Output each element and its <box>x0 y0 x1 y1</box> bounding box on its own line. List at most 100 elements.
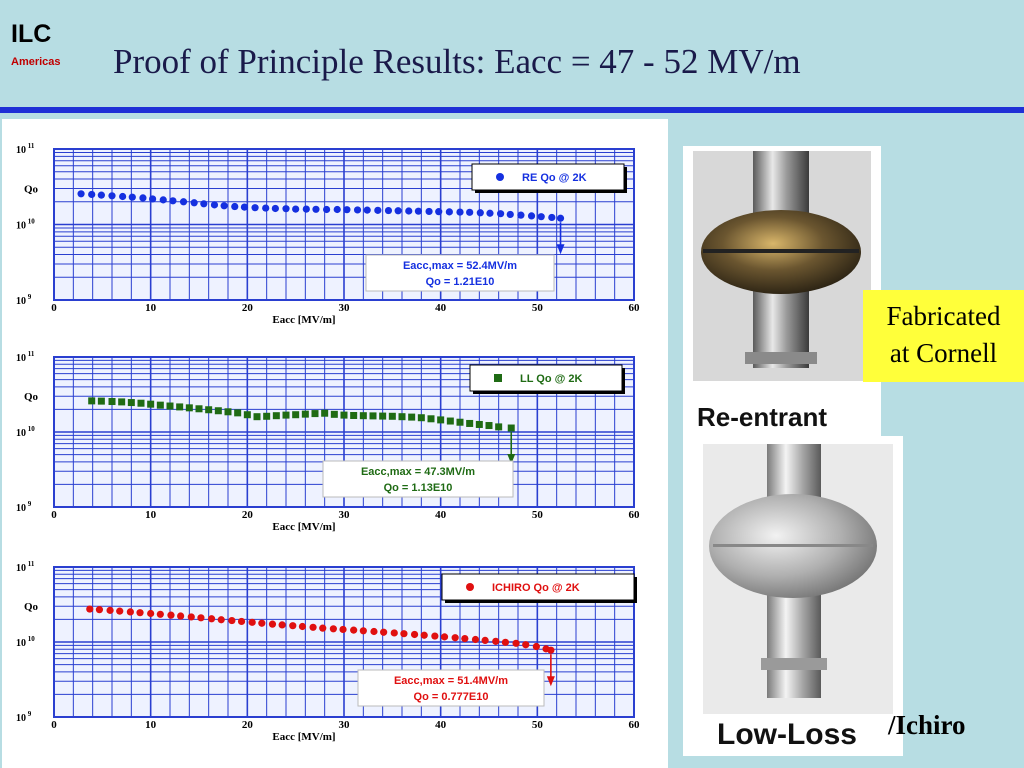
data-point <box>323 205 331 214</box>
data-point <box>370 627 378 636</box>
x-tick-label: 50 <box>532 509 544 521</box>
x-tick-label: 20 <box>242 719 254 731</box>
data-point <box>187 613 195 621</box>
annotation-box <box>365 254 555 292</box>
re-entrant-photo: Re-entrant <box>683 146 881 436</box>
x-axis-label: Eacc [MV/m] <box>272 731 335 743</box>
plot-frame <box>53 566 635 718</box>
data-point <box>167 611 175 619</box>
y-axis-label: Qo <box>24 601 39 613</box>
x-tick-label: 0 <box>51 302 57 314</box>
data-point <box>118 398 126 406</box>
data-point <box>127 399 135 407</box>
x-tick-label: 50 <box>532 719 544 731</box>
data-point <box>220 202 228 210</box>
data-point <box>289 622 297 630</box>
y-tick-exponent: 9 <box>26 293 32 301</box>
data-point <box>440 633 449 641</box>
data-point <box>128 193 136 201</box>
data-point <box>456 208 464 216</box>
data-point <box>388 412 396 420</box>
y-tick-label: 10 10 <box>16 218 35 232</box>
data-point <box>476 209 484 217</box>
data-point <box>532 642 540 651</box>
data-point <box>461 635 469 643</box>
data-point <box>147 609 155 618</box>
data-point <box>548 213 556 222</box>
annotation-box <box>322 460 514 498</box>
data-point <box>379 412 387 420</box>
data-point <box>200 200 208 208</box>
data-point <box>88 397 96 405</box>
data-point <box>309 623 317 631</box>
data-point <box>481 636 489 645</box>
re-entrant-label: Re-entrant <box>697 402 828 432</box>
legend-label: LL Qo @ 2K <box>520 373 583 385</box>
x-tick-label: 20 <box>242 509 254 521</box>
annotation-box <box>357 669 545 707</box>
data-point <box>185 404 193 412</box>
data-point <box>471 635 480 644</box>
data-point <box>359 412 367 420</box>
data-point <box>224 408 232 416</box>
data-point <box>258 619 266 627</box>
annotation-line-2: Qo = 1.13E10 <box>384 482 453 494</box>
data-point <box>343 206 351 214</box>
data-point <box>278 621 286 629</box>
chart-panel: 0 10 20 30 40 50 60 Eacc [MV/m] 10 11 10 10 10 9 Qo… <box>2 119 668 768</box>
data-point <box>427 415 435 423</box>
data-point <box>136 609 144 617</box>
x-tick-label: 40 <box>435 302 447 314</box>
data-point <box>394 207 402 215</box>
data-point <box>446 417 454 425</box>
legend-marker <box>494 374 502 382</box>
x-tick-label: 60 <box>629 719 641 731</box>
re-entrant-cavity-image <box>683 146 881 436</box>
data-point <box>537 213 545 221</box>
data-point <box>435 208 443 216</box>
y-tick-label: 10 11 <box>16 350 35 364</box>
slide-header: ILC Americas Proof of Principle Results:… <box>0 0 1024 108</box>
annotation-line-1: Eacc,max = 52.4MV/m <box>403 260 517 272</box>
data-point <box>262 204 270 212</box>
data-point <box>176 403 184 411</box>
fabricated-line-1: Fabricated <box>886 301 1001 331</box>
data-point <box>312 205 320 213</box>
y-axis-label: Qo <box>24 391 39 403</box>
data-point <box>497 210 505 218</box>
data-point <box>400 630 408 638</box>
data-point <box>156 610 164 618</box>
data-point <box>456 418 464 426</box>
data-point <box>390 629 398 637</box>
data-point <box>271 204 279 213</box>
data-point <box>177 612 185 620</box>
header-divider <box>0 107 1024 113</box>
fabricated-line-2: at Cornell <box>889 338 998 368</box>
y-tick-label: 10 9 <box>16 293 32 307</box>
data-point <box>137 399 145 407</box>
data-point <box>159 196 167 204</box>
data-point <box>437 416 445 424</box>
data-point <box>350 626 358 634</box>
x-tick-label: 0 <box>51 509 57 521</box>
data-point <box>363 206 371 214</box>
fabricated-note: Fabricated at Cornell <box>863 290 1024 382</box>
data-point <box>353 206 362 214</box>
ichiro-label: /Ichiro <box>888 710 966 740</box>
max-arrow-head <box>546 676 555 687</box>
data-point <box>166 402 174 410</box>
y-tick-label: 10 11 <box>16 560 35 574</box>
data-point <box>147 400 155 408</box>
data-point <box>501 638 510 646</box>
max-arrow-head <box>556 244 565 255</box>
x-axis-label: Eacc [MV/m] <box>272 521 335 533</box>
data-point <box>214 407 222 415</box>
y-tick-exponent: 11 <box>26 350 35 358</box>
legend-marker <box>496 173 504 181</box>
plot-frame <box>53 356 635 508</box>
data-point <box>333 205 341 214</box>
y-tick-exponent: 9 <box>26 710 32 718</box>
